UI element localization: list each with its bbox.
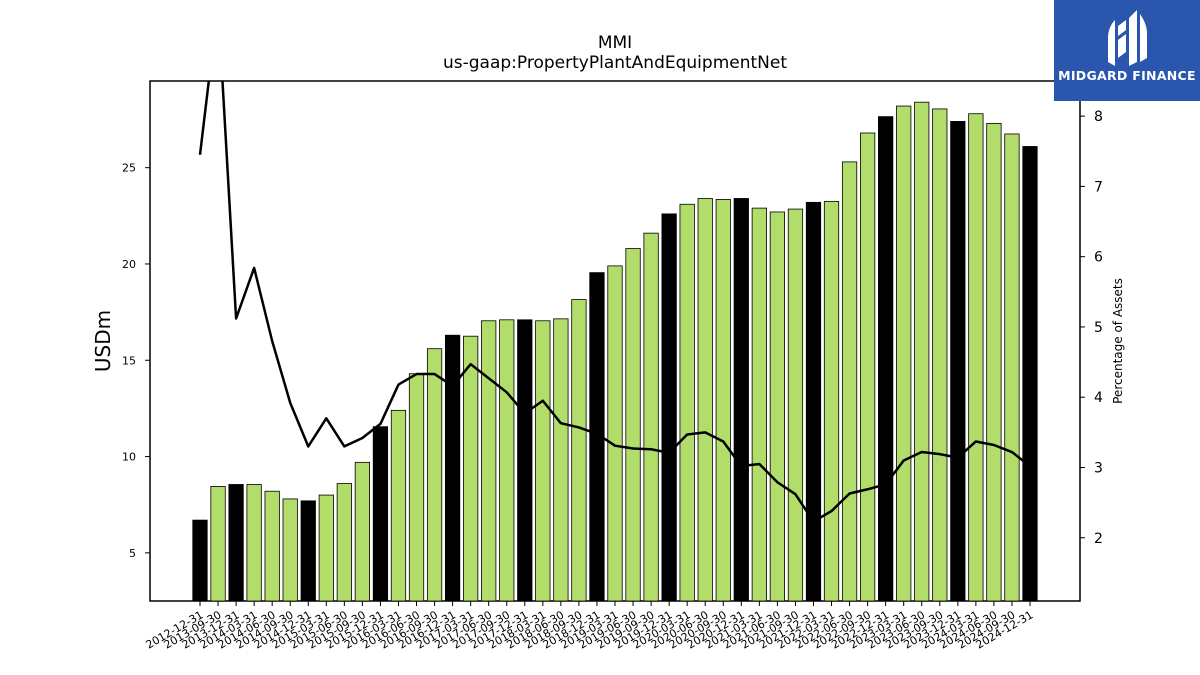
bar-2024-09-30 [1004,133,1020,602]
left-y-axis: 5 10 15 20 25 [122,162,150,560]
y-tick-label: 25 [122,162,136,175]
bar-2018-09-30 [571,299,587,602]
bar-2018-06-30 [553,318,569,602]
bar-2015-12-31 [372,426,389,602]
bar-2019-09-30 [643,232,659,602]
right-y-axis: 2 3 4 5 6 7 8 [1080,109,1103,547]
bar-2012-12-31 [192,519,208,602]
bar-2024-12-31 [1022,146,1038,602]
bar-2014-06-30 [264,490,280,602]
y-tick-label: 10 [122,451,136,464]
bar-2020-12-31 [733,198,749,602]
bar-2022-12-31 [878,116,894,602]
bar-2023-12-31 [950,121,966,602]
bar-2014-03-31 [246,484,262,602]
bar-2020-06-30 [697,198,713,602]
bar-2014-09-30 [282,498,298,602]
chart-subtitle: us-gaap:PropertyPlantAndEquipmentNet [443,53,787,73]
bar-2022-03-31 [823,200,840,602]
bar-2013-09-30 [210,486,226,602]
bar-2022-09-30 [859,132,876,602]
bar-2017-09-30 [499,319,515,602]
bar-2023-09-30 [932,108,948,602]
bar-2015-03-31 [318,494,334,602]
bar-2017-06-30 [481,320,497,602]
bar-series [192,101,1038,602]
midgard-logo-icon [1108,10,1147,66]
right-y-axis-label: Percentage of Assets [1111,278,1125,404]
y2-tick-label: 6 [1094,250,1103,266]
bar-2024-06-30 [986,122,1002,602]
bar-2021-06-30 [769,211,785,602]
bar-2021-03-31 [751,207,767,602]
bar-2017-12-31 [517,319,533,602]
bar-2016-06-30 [408,373,425,602]
bar-2016-09-30 [426,348,443,602]
bar-2022-06-30 [841,161,858,602]
line-series [198,81,1031,523]
y-tick-label: 20 [122,258,136,271]
chart-title: MMI [597,33,633,53]
y-axis-label: USDm [91,310,115,372]
bar-2014-12-31 [300,500,316,602]
bar-2017-03-31 [463,335,479,602]
brand-logo: MIDGARD FINANCE [1054,0,1200,101]
bar-2024-03-31 [968,113,984,602]
bar-2019-06-30 [625,248,641,602]
bar-2015-09-30 [354,461,371,602]
bar-2019-12-31 [661,213,677,602]
bar-2021-09-30 [787,208,804,602]
bar-2020-09-30 [715,199,731,602]
bar-2019-03-31 [607,265,623,602]
bar-2016-12-31 [444,334,461,602]
y2-tick-label: 4 [1094,390,1103,406]
bar-2020-03-31 [679,203,695,602]
logo-text: MIDGARD FINANCE [1058,68,1196,83]
x-axis: 2012-12-312013-09-302013-12-312014-03-31… [144,601,1036,652]
bar-2015-06-30 [336,483,352,602]
bar-2021-12-31 [805,201,822,602]
bar-2023-03-31 [896,105,912,602]
bar-2016-03-31 [390,409,407,602]
bar-2013-12-31 [228,484,244,602]
bar-2023-06-30 [914,101,930,602]
y2-tick-label: 2 [1094,531,1103,547]
bar-2018-03-31 [535,320,551,602]
y2-tick-label: 8 [1094,109,1103,125]
y2-tick-label: 7 [1094,179,1103,195]
y2-tick-label: 5 [1094,320,1103,336]
y-tick-label: 5 [129,547,136,560]
percentage-of-assets-line [198,81,1031,523]
y-tick-label: 15 [122,354,136,367]
y2-tick-label: 3 [1094,460,1103,476]
